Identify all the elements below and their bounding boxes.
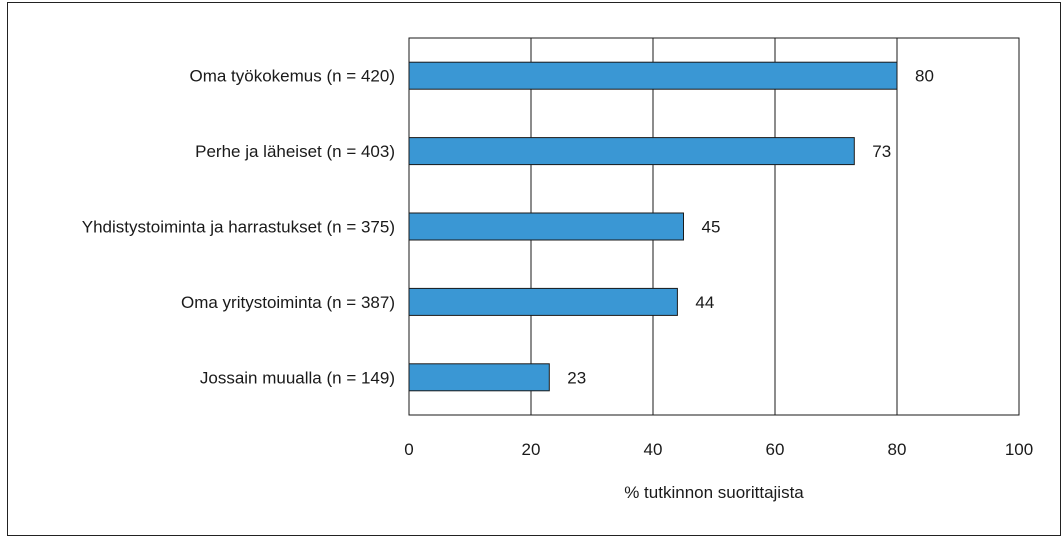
category-label: Oma yritystoiminta (n = 387) <box>181 293 395 312</box>
category-labels: Oma työkokemus (n = 420) Perhe ja läheise… <box>82 67 395 388</box>
chart-frame <box>7 2 1061 536</box>
value-labels: 80 73 45 44 23 <box>567 67 934 388</box>
value-label: 45 <box>702 218 721 237</box>
x-tick-label: 60 <box>766 440 785 459</box>
x-tick-label: 20 <box>522 440 541 459</box>
value-label: 73 <box>872 142 891 161</box>
category-label: Oma työkokemus (n = 420) <box>189 67 395 86</box>
category-label: Jossain muualla (n = 149) <box>200 368 395 387</box>
x-axis-title: % tutkinnon suorittajista <box>624 483 804 502</box>
x-tick-labels: 0 20 40 60 80 100 <box>404 440 1033 459</box>
category-label: Yhdistystoiminta ja harrastukset (n = 37… <box>82 218 395 237</box>
bar <box>408 61 898 90</box>
x-tick-label: 40 <box>644 440 663 459</box>
bar <box>408 363 550 392</box>
bar <box>408 212 684 241</box>
x-tick-label: 80 <box>888 440 907 459</box>
value-label: 23 <box>567 368 586 387</box>
value-label: 44 <box>695 293 714 312</box>
x-tick-label: 100 <box>1005 440 1033 459</box>
bars <box>408 61 898 392</box>
x-tick-label: 0 <box>404 440 413 459</box>
value-label: 80 <box>915 67 934 86</box>
category-label: Perhe ja läheiset (n = 403) <box>195 142 395 161</box>
bar <box>408 287 678 316</box>
bar <box>408 137 855 166</box>
